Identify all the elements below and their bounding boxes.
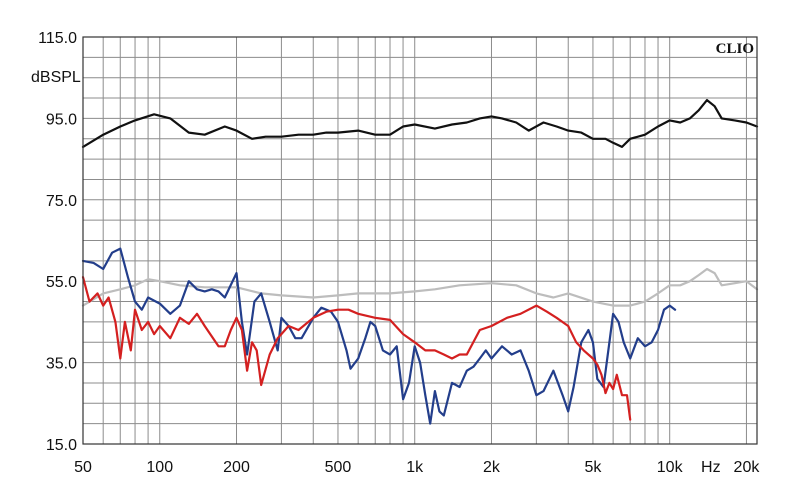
tick-labels: 115.0 95.0 75.0 55.0 35.0 15.0 50 100 200 500 1k 2k…	[38, 30, 760, 476]
y-tick-label: 75.0	[46, 193, 77, 210]
x-tick-label: 50	[74, 459, 92, 476]
series-line-1	[81, 98, 759, 148]
x-tick-label: 200	[223, 459, 250, 476]
y-tick-label: 55.0	[46, 274, 77, 291]
x-axis-label: Hz	[701, 459, 721, 476]
y-tick-label: 35.0	[46, 356, 77, 373]
y-tick-label: 115.0	[38, 30, 77, 47]
x-tick-label: 1k	[406, 459, 424, 476]
x-tick-label: 20k	[734, 459, 761, 476]
plot-frame	[82, 36, 758, 445]
series-line-3	[81, 247, 677, 425]
series-line-4	[81, 276, 632, 421]
x-tick-label: 5k	[584, 459, 602, 476]
x-tick-label: 10k	[657, 459, 684, 476]
grid	[83, 37, 757, 444]
x-tick-label: 500	[325, 459, 352, 476]
y-axis-label: dBSPL	[31, 69, 81, 86]
series-line-2	[81, 267, 759, 307]
x-tick-label: 2k	[483, 459, 501, 476]
brand-label: CLIO	[716, 41, 754, 57]
y-tick-label: 95.0	[46, 111, 77, 128]
y-tick-label: 15.0	[46, 437, 77, 454]
series-lines	[81, 98, 759, 425]
x-tick-label: 100	[146, 459, 173, 476]
